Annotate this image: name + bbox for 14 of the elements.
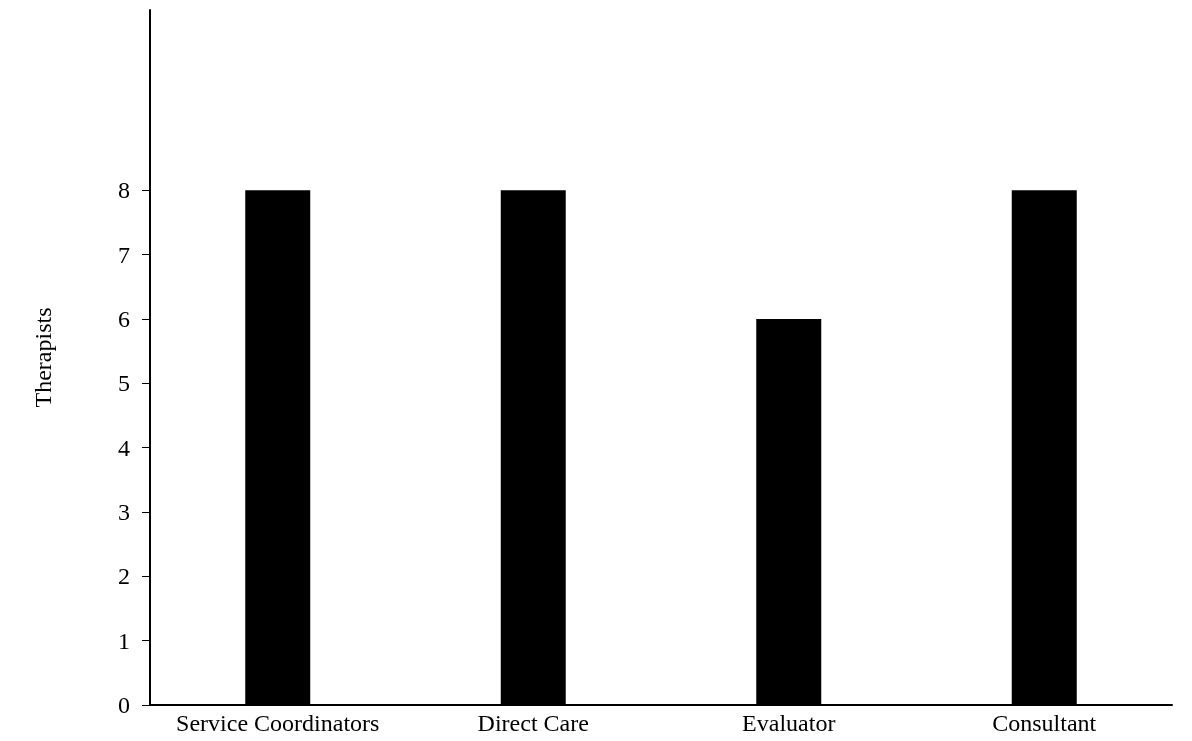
y-tick-label: 7	[118, 241, 130, 268]
y-tick-label: 6	[118, 305, 130, 332]
y-tick-label: 8	[118, 177, 130, 204]
y-tick-label: 4	[118, 434, 130, 461]
x-tick-label: Service Coordinators	[176, 710, 380, 736]
y-axis-title: Therapists	[30, 307, 56, 408]
y-tick-label: 3	[118, 498, 130, 525]
y-tick-label: 2	[118, 563, 130, 590]
y-tick-label: 5	[118, 370, 130, 397]
x-tick-label: Evaluator	[742, 710, 836, 736]
y-tick-label: 1	[118, 627, 130, 654]
x-tick-label: Consultant	[992, 710, 1097, 736]
x-tick-label: Direct Care	[477, 710, 589, 736]
y-tick-label: 0	[118, 692, 130, 718]
